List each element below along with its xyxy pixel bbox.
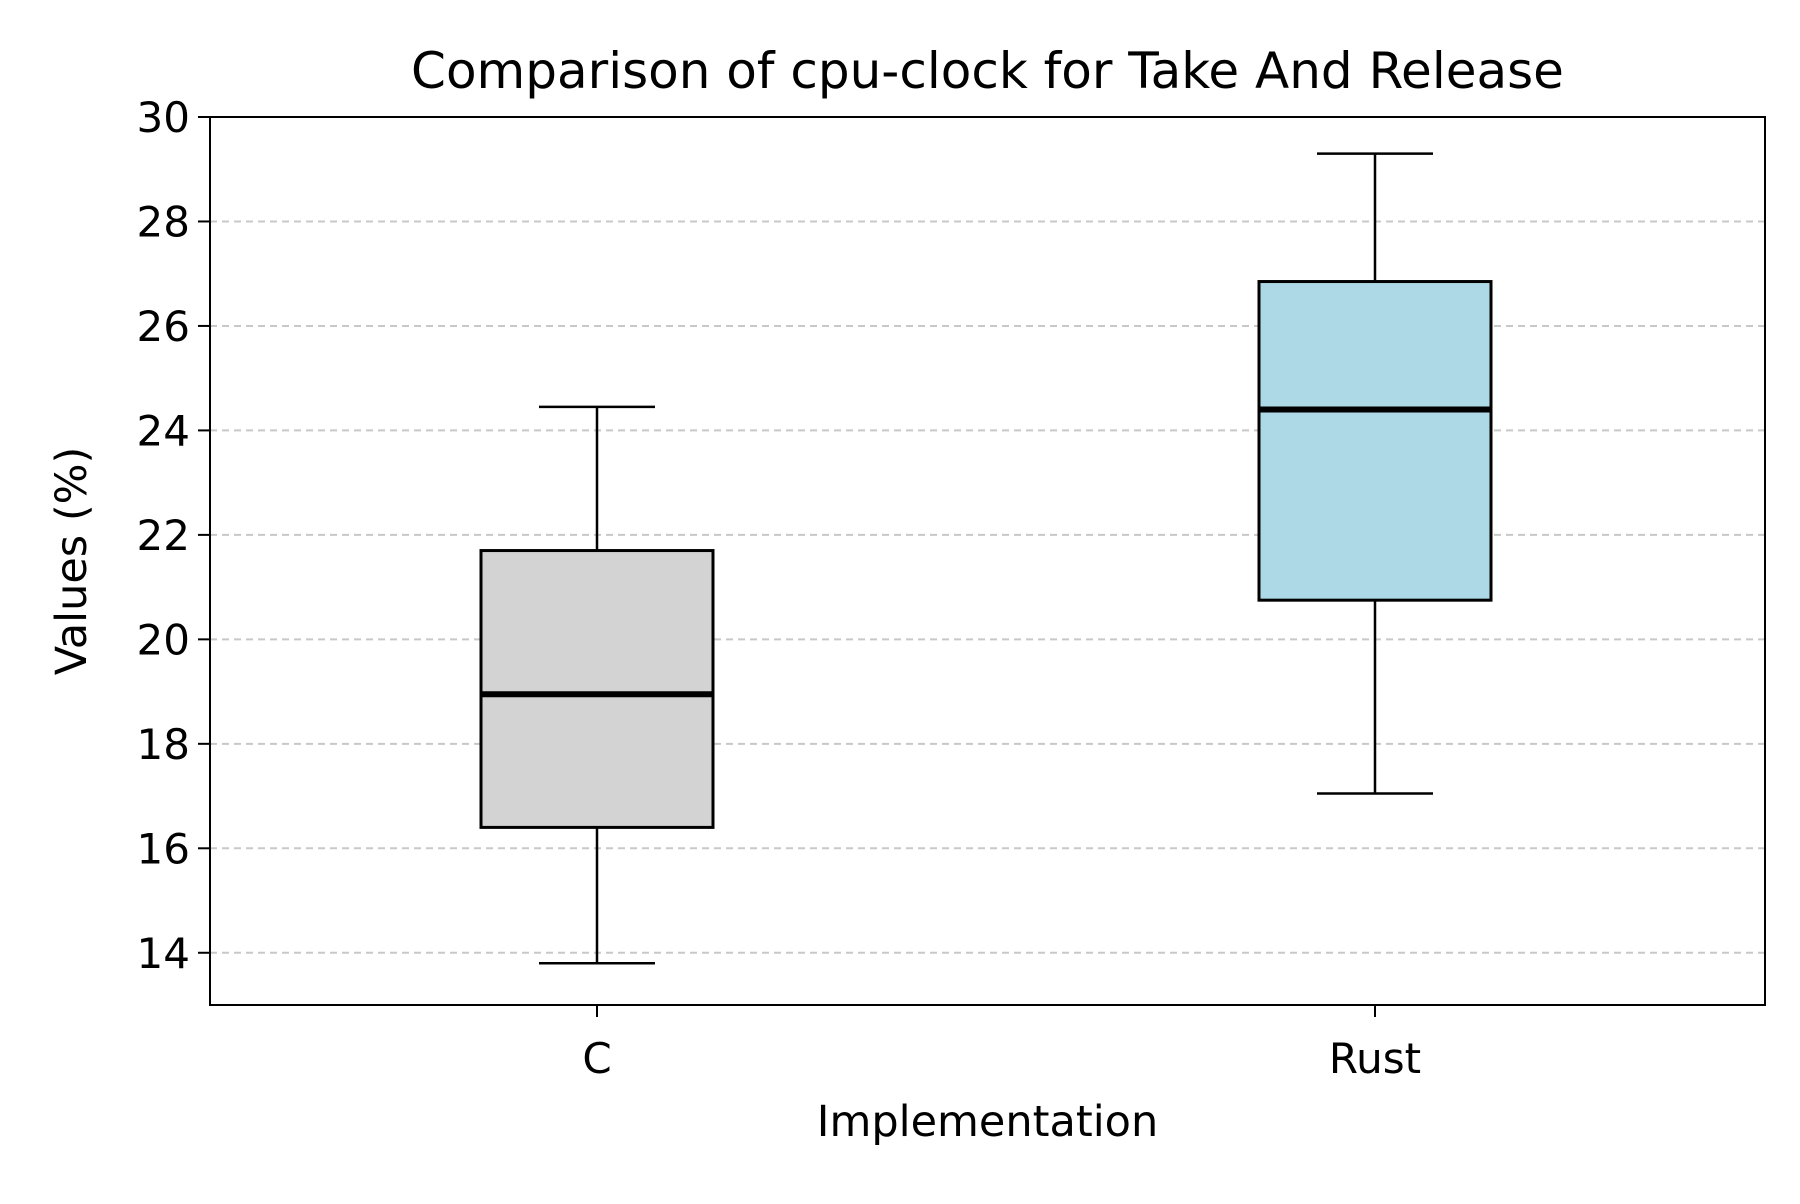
y-tick-label: 26 [137,302,190,351]
y-tick-label: 16 [137,824,190,873]
y-tick-label: 14 [137,929,190,978]
chart-title: Comparison of cpu-clock for Take And Rel… [411,42,1564,100]
x-axis-label: Implementation [817,1097,1158,1147]
plot-area-frame [209,116,1766,1006]
y-tick-label: 28 [137,197,190,246]
box-c [479,405,715,965]
y-axis-label: Values (%) [47,447,97,676]
interquartile-box [479,549,715,829]
interquartile-box [1257,280,1493,602]
x-tick-label: C [582,1034,611,1083]
box-series [479,152,1493,965]
y-tick-label: 22 [137,511,190,560]
x-tick-label: Rust [1329,1034,1421,1083]
y-tick-label: 20 [137,615,190,664]
y-tick-label: 24 [137,406,190,455]
axes: 14 16 18 20 22 24 26 28 30 C Rust [137,93,1422,1083]
y-tick-label: 18 [137,720,190,769]
y-tick-label: 30 [137,93,190,142]
box-rust [1257,152,1493,795]
